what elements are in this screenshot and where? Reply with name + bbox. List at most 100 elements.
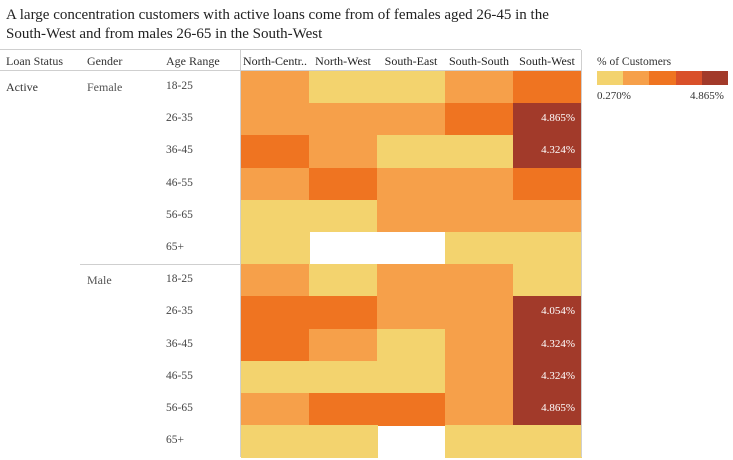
column-header: South-South: [448, 54, 509, 68]
cell-value-label: 4.865%: [541, 402, 575, 414]
top-border: [0, 49, 581, 50]
heatmap-cell: [309, 393, 378, 426]
heatmap-cell: [377, 328, 446, 362]
cell-value-label: 4.865%: [541, 112, 575, 125]
heatmap-cell: [241, 296, 310, 330]
heatmap-cell: [377, 360, 446, 394]
heatmap-cell: [445, 71, 514, 104]
header-gender: Gender: [87, 54, 123, 68]
column-header: South-West: [519, 54, 575, 68]
cell-value-label: 4.324%: [541, 369, 575, 382]
legend-min-label: 0.270%: [597, 90, 631, 102]
heatmap-cell: [377, 296, 446, 330]
legend-swatch: [701, 71, 728, 85]
age-range-label: 46-55: [166, 176, 193, 189]
heatmap-cell: [445, 360, 514, 394]
heatmap-cell: [241, 135, 310, 169]
gender-label: Male: [87, 273, 112, 288]
heatmap-cell: [445, 296, 514, 330]
legend-swatch: [597, 71, 624, 85]
cell-value-label: 4.054%: [541, 305, 575, 318]
heatmap-cell: [241, 199, 310, 233]
age-range-label: 18-25: [166, 273, 193, 286]
age-range-label: 26-35: [166, 112, 193, 125]
legend-title: % of Customers: [597, 56, 672, 68]
gender-group-divider: [80, 264, 241, 266]
heatmap-cell: [513, 71, 582, 104]
heatmap-cell: [513, 264, 582, 297]
header-loan-status: Loan Status: [6, 54, 63, 68]
heatmap-cell: [513, 135, 582, 169]
heatmap-cell: [241, 328, 310, 362]
heatmap-cell: [445, 232, 514, 265]
legend-max-label: 4.865%: [690, 90, 724, 102]
age-range-label: 65+: [166, 241, 184, 253]
legend-swatch: [623, 71, 650, 85]
heatmap-cell: [445, 328, 514, 362]
heatmap-cell: [377, 167, 446, 201]
heatmap-cell: [513, 232, 582, 265]
heatmap-cell: [309, 264, 378, 297]
heatmap-cell: [309, 199, 378, 233]
heatmap-cell: [241, 167, 310, 201]
heatmap-cell: [309, 425, 378, 458]
heatmap-cell: [445, 264, 514, 297]
heatmap-cell: [241, 360, 310, 394]
heatmap-cell: [309, 135, 378, 169]
cell-value-label: 4.324%: [541, 144, 575, 157]
heatmap-cell: [445, 135, 514, 169]
heatmap-cell: [241, 264, 310, 297]
gender-label: Female: [87, 80, 123, 94]
heatmap-cell: [445, 167, 514, 201]
heatmap-cell: [377, 199, 446, 233]
age-range-label: 36-45: [166, 337, 193, 350]
heatmap-cell: [377, 393, 446, 426]
heatmap-cell: [377, 264, 446, 297]
heatmap-cell: [241, 103, 310, 136]
column-header: North-Centr..: [243, 54, 307, 68]
heatmap-cell: [241, 425, 310, 458]
age-range-label: 36-45: [166, 144, 193, 157]
heatmap-cell: [513, 167, 582, 201]
age-range-label: 56-65: [166, 208, 193, 221]
heatmap-cell: [445, 103, 514, 136]
heatmap-cell: [445, 425, 514, 458]
grid-left-border: [240, 50, 241, 458]
age-range-label: 26-35: [166, 305, 193, 318]
cell-value-label: 4.324%: [541, 337, 575, 350]
heatmap-cell: [241, 232, 310, 265]
grid-right-border: [581, 50, 582, 458]
heatmap-cell: [445, 199, 514, 233]
chart-title: A large concentration customers with act…: [6, 7, 549, 42]
heatmap-cell: [513, 360, 582, 394]
age-range-label: 65+: [166, 434, 184, 447]
heatmap-cell: [309, 103, 378, 136]
heatmap-cell: [513, 199, 582, 233]
heatmap-cell: [241, 71, 310, 104]
heatmap-cell: [309, 360, 378, 394]
heatmap-cell: [377, 71, 446, 104]
heatmap-cell: [309, 296, 378, 330]
heatmap-cell: [241, 393, 310, 426]
heatmap-cell: [513, 296, 582, 330]
legend-swatch: [675, 71, 702, 85]
heatmap-cell: [309, 71, 378, 104]
heatmap-cell: [513, 328, 582, 362]
heatmap-cell: [513, 425, 582, 458]
heatmap-cell: [309, 167, 378, 201]
loan-status-active: Active: [6, 80, 38, 94]
heatmap-cell: [377, 135, 446, 169]
header-age-range: Age Range: [166, 54, 220, 68]
heatmap-cell: [513, 393, 582, 426]
header-divider: [0, 70, 581, 71]
heatmap-cell: [377, 103, 446, 136]
column-header: South-East: [384, 54, 438, 68]
age-range-label: 46-55: [166, 369, 193, 382]
legend-swatch: [649, 71, 676, 85]
heatmap-cell: [513, 103, 582, 136]
heatmap-cell: [445, 393, 514, 426]
heatmap-cell: [309, 328, 378, 362]
age-range-label: 18-25: [166, 80, 193, 92]
column-header: North-West: [315, 54, 371, 68]
age-range-label: 56-65: [166, 402, 193, 414]
